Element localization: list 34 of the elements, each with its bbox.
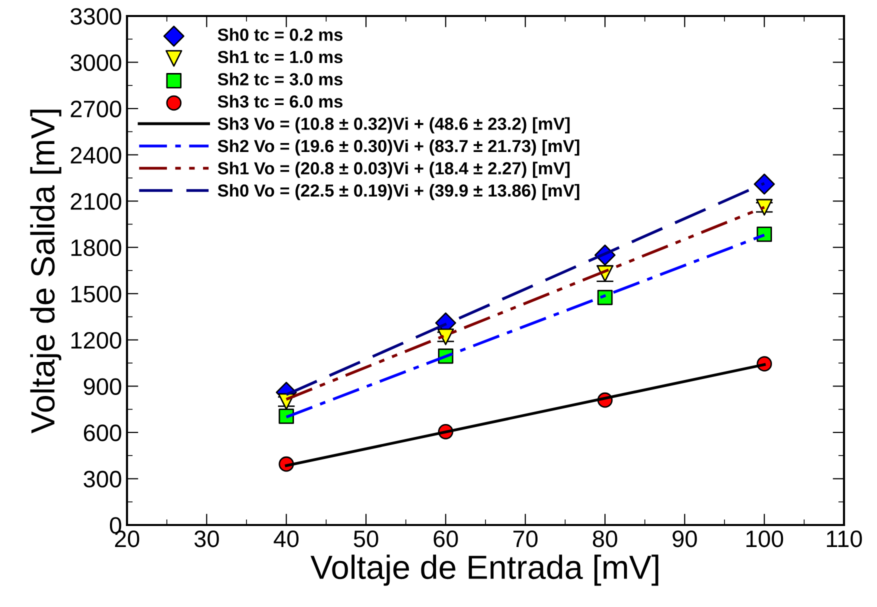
point [754, 174, 775, 195]
x-tick-label: 60 [434, 530, 458, 548]
x-tick-label: 40 [274, 530, 299, 548]
y-tick-label: 300 [84, 470, 122, 488]
y-tick-label: 2700 [70, 100, 122, 118]
y-tick-label: 3300 [70, 8, 122, 25]
x-tick-label: 90 [672, 530, 697, 548]
y-tick-label: 1500 [71, 286, 122, 302]
legend-label: Sh3 tc = 6.0 ms [218, 94, 342, 108]
x-tick-label: 110 [826, 530, 862, 548]
y-tick-label: 900 [84, 378, 122, 395]
x-tick-label: 50 [354, 530, 378, 548]
y-tick-label: 600 [84, 424, 122, 442]
x-axis-title: Voltaje de Entrada [mV] [310, 554, 658, 586]
legend-label: Sh3 Vo = (10.8 ± 0.32)Vi + (48.6 ± 23.2) [mV] [218, 117, 570, 134]
y-axis-title: Voltaje de Salida [mV] [30, 110, 62, 434]
x-tick-label: 80 [592, 530, 618, 548]
point [597, 290, 613, 306]
y-tick-label: 2100 [70, 193, 122, 210]
x-tick-label: 70 [513, 530, 538, 548]
y-tick-label: 1200 [71, 332, 122, 349]
x-tick-label: 30 [194, 530, 219, 548]
y-tick-label: 1800 [71, 239, 122, 256]
legend-label: Sh1 Vo = (20.8 ± 0.03)Vi + (18.4 ± 2.27) [mV] [218, 162, 570, 178]
legend-label: Sh2 Vo = (19.6 ± 0.30)Vi + (83.7 ± 21.73) [mV] [218, 139, 580, 156]
x-tick-label: 100 [746, 530, 784, 548]
point [437, 328, 454, 346]
y-tick-label: 3000 [70, 54, 122, 72]
legend-label: Sh2 tc = 3.0 ms [218, 72, 342, 86]
legend-label: Sh0 Vo = (22.5 ± 0.19)Vi + (39.9 ± 13.86) [mV] [218, 184, 580, 200]
point [756, 198, 773, 216]
y-tick-label: 2400 [70, 146, 122, 164]
legend-label: Sh0 tc = 0.2 ms [218, 28, 342, 41]
legend-label: Sh1 tc = 1.0 ms [218, 50, 342, 64]
